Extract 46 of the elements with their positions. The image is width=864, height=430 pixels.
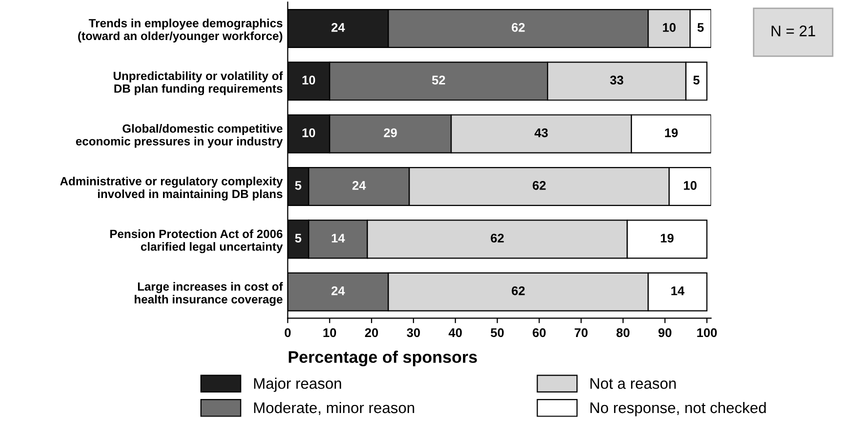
data-label: 19	[660, 234, 674, 243]
text: N = 21	[772, 26, 816, 36]
x-tick-label: 60	[532, 328, 546, 338]
data-label: 14	[332, 234, 345, 242]
x-tick-label: 70	[574, 328, 588, 338]
x-tick-label: 50	[490, 328, 504, 338]
data-label: 24	[331, 22, 345, 32]
data-label: 5	[295, 181, 302, 190]
data-label: 62	[512, 22, 525, 32]
data-label: 29	[384, 128, 397, 138]
data-label: 5	[698, 23, 704, 32]
legend-label: Not a reason	[590, 378, 676, 389]
data-label: 5	[693, 76, 700, 85]
x-tick-label: 40	[448, 328, 462, 338]
legend-label: No response, not checked	[590, 402, 766, 416]
y-tick-label: Trends in employee demographics (toward an older/younger workforce)	[78, 18, 282, 43]
data-label: 24	[331, 286, 345, 296]
data-label: 5	[295, 234, 302, 243]
data-label: 62	[532, 181, 546, 190]
y-tick-label: Administrative or regulatory complexity involved in maintaining DB plans	[60, 176, 283, 201]
data-label: 62	[512, 286, 525, 296]
data-label: 10	[302, 76, 316, 85]
data-label: 10	[684, 181, 697, 190]
legend-label: Major reason	[254, 378, 342, 392]
data-label: 52	[432, 76, 446, 85]
y-tick-label: Unpredictability or volatility of DB plan funding requirements	[114, 71, 283, 96]
x-tick-label: 30	[406, 328, 420, 338]
x-tick-label: 20	[365, 328, 378, 338]
data-label: 62	[490, 234, 504, 243]
data-label: 43	[534, 128, 548, 138]
x-tick-label: 80	[616, 328, 630, 338]
x-axis-title: Percentage of sponsors	[288, 350, 477, 366]
x-tick-label: 0	[284, 328, 291, 338]
x-tick-label: 90	[658, 328, 672, 338]
y-tick-label: Pension Protection Act of 2006 clarified legal uncertainty	[110, 229, 283, 254]
data-label: 33	[610, 76, 624, 85]
data-label: 24	[352, 181, 366, 190]
x-tick-label: 10	[323, 328, 336, 338]
y-tick-label: Large increases in cost of health insurance coverage	[134, 282, 283, 306]
legend-label: Moderate, minor reason	[254, 402, 414, 415]
data-label: 10	[662, 22, 676, 32]
data-label: 10	[302, 128, 316, 138]
x-tick-label: 100	[697, 328, 717, 338]
data-label: 14	[671, 286, 684, 296]
data-label: 19	[665, 128, 678, 138]
y-tick-label: Global/domestic competitive economic pressures in your industry	[76, 124, 283, 148]
